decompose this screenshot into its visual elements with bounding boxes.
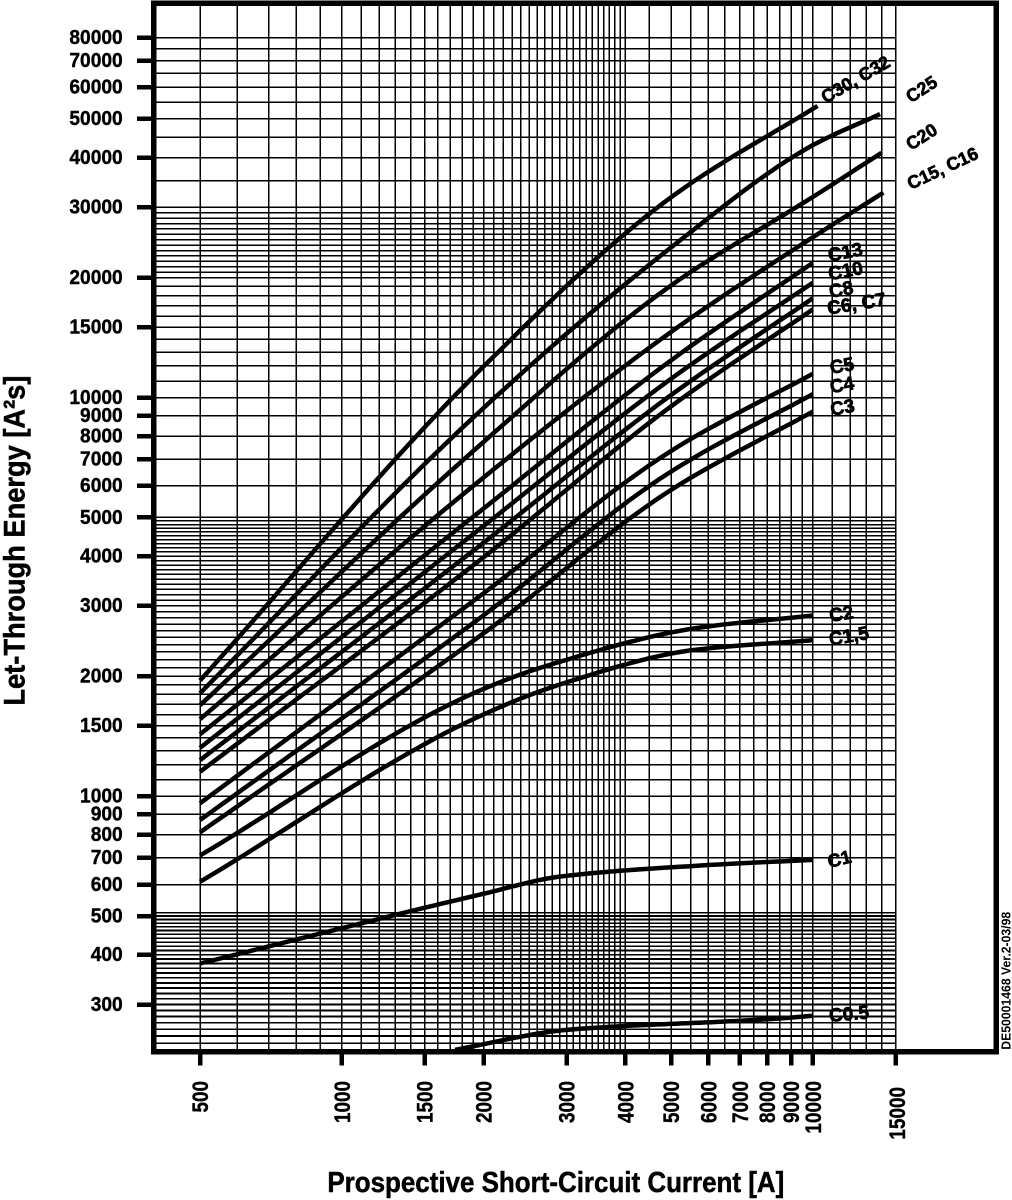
svg-text:2000: 2000 [80, 665, 123, 687]
svg-text:4000: 4000 [80, 545, 123, 567]
svg-text:15000: 15000 [69, 316, 122, 338]
svg-text:20000: 20000 [69, 266, 122, 288]
svg-text:7000: 7000 [80, 448, 123, 470]
svg-text:400: 400 [91, 944, 123, 966]
svg-text:C3: C3 [829, 396, 857, 421]
svg-text:70000: 70000 [69, 50, 122, 72]
svg-text:8000: 8000 [80, 425, 123, 447]
svg-text:500: 500 [189, 1081, 214, 1113]
svg-text:700: 700 [91, 847, 123, 869]
svg-text:9000: 9000 [80, 405, 123, 427]
svg-text:Prospective Short-Circuit Curr: Prospective Short-Circuit Current [A] [327, 1166, 784, 1198]
svg-text:15000: 15000 [886, 1087, 911, 1140]
svg-text:600: 600 [91, 873, 123, 895]
svg-text:500: 500 [91, 905, 123, 927]
svg-text:6000: 6000 [697, 1081, 722, 1123]
svg-text:4000: 4000 [614, 1081, 639, 1123]
svg-text:2000: 2000 [472, 1081, 497, 1123]
svg-text:3000: 3000 [80, 595, 123, 617]
svg-text:C4: C4 [828, 373, 856, 398]
svg-text:6000: 6000 [80, 475, 123, 497]
svg-text:5000: 5000 [660, 1081, 685, 1123]
svg-text:800: 800 [91, 824, 123, 846]
svg-text:Let-Through Energy [A²s]: Let-Through Energy [A²s] [0, 376, 32, 706]
svg-text:80000: 80000 [69, 26, 122, 48]
svg-text:40000: 40000 [69, 146, 122, 168]
svg-text:5000: 5000 [80, 506, 123, 528]
svg-text:1000: 1000 [80, 785, 123, 807]
svg-text:1500: 1500 [80, 715, 123, 737]
svg-text:10000: 10000 [69, 386, 122, 408]
svg-text:8000: 8000 [756, 1081, 781, 1123]
svg-text:60000: 60000 [69, 76, 122, 98]
svg-text:7000: 7000 [728, 1081, 753, 1123]
svg-text:900: 900 [91, 803, 123, 825]
svg-text:1500: 1500 [413, 1081, 438, 1123]
svg-text:300: 300 [91, 993, 123, 1015]
svg-text:3000: 3000 [555, 1081, 580, 1123]
svg-text:C0.5: C0.5 [828, 1002, 870, 1026]
svg-text:C2: C2 [828, 602, 855, 627]
svg-text:C5: C5 [828, 354, 856, 379]
svg-text:1000: 1000 [330, 1081, 355, 1123]
svg-text:10000: 10000 [801, 1081, 826, 1134]
svg-text:30000: 30000 [69, 196, 122, 218]
svg-text:DE50001468 Ver.2-03/98: DE50001468 Ver.2-03/98 [999, 912, 1012, 1050]
svg-text:C8: C8 [827, 278, 855, 303]
svg-text:C10: C10 [827, 258, 865, 285]
svg-text:50000: 50000 [69, 108, 122, 130]
svg-text:9000: 9000 [780, 1081, 805, 1123]
